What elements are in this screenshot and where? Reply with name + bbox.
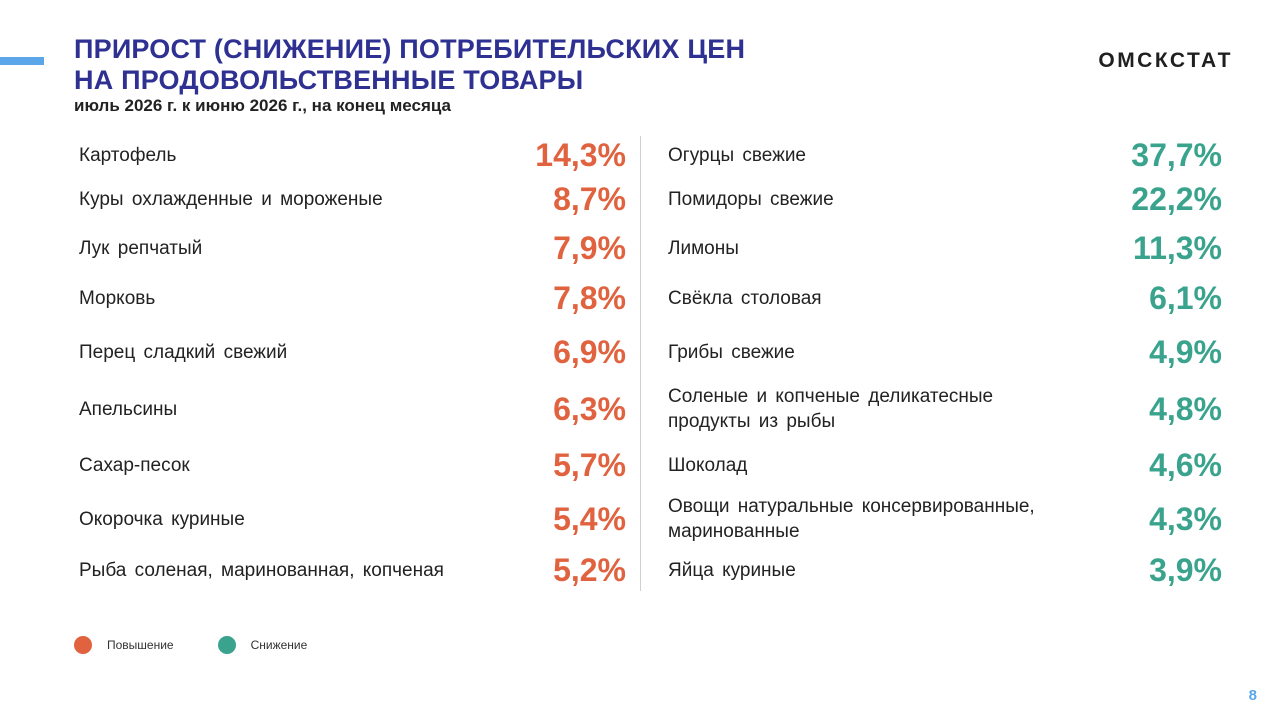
increase-row: Апельсины 6,3% — [79, 384, 626, 434]
price-change-value: 37,7% — [1131, 136, 1222, 173]
price-change-value: 5,2% — [553, 551, 626, 588]
product-label: Яйца куриные — [668, 559, 796, 581]
product-label: Огурцы свежие — [668, 144, 807, 166]
legend-item-decrease: Снижение — [217, 636, 308, 654]
legend-label-decrease: Снижение — [250, 638, 308, 652]
page-title: ПРИРОСТ (СНИЖЕНИЕ) ПОТРЕБИТЕЛЬСКИХ ЦЕН Н… — [74, 34, 745, 96]
product-label: Свёкла столовая — [668, 287, 822, 309]
increase-row: Картофель 14,3% — [79, 130, 626, 180]
subtitle: июль 2026 г. к июню 2026 г., на конец ме… — [74, 96, 451, 115]
product-label: Лук репчатый — [79, 237, 203, 259]
increase-row: Морковь 7,8% — [79, 273, 626, 323]
price-change-value: 5,7% — [553, 446, 626, 483]
title-line-1: ПРИРОСТ (СНИЖЕНИЕ) ПОТРЕБИТЕЛЬСКИХ ЦЕН — [74, 34, 746, 64]
increase-row: Сахар-песок 5,7% — [79, 440, 626, 490]
price-change-value: 22,2% — [1131, 180, 1222, 217]
increase-row: Окорочка куриные 5,4% — [79, 494, 626, 544]
increase-row: Куры охлажденные и мороженые 8,7% — [79, 174, 626, 224]
decrease-row: Грибы свежие 4,9% — [668, 327, 1222, 377]
product-label: Грибы свежие — [668, 341, 795, 363]
decrease-row: Помидоры свежие 22,2% — [668, 174, 1222, 224]
product-label: Шоколад — [668, 454, 748, 476]
increase-row: Перец сладкий свежий 6,9% — [79, 327, 626, 377]
product-label: Помидоры свежие — [668, 188, 834, 210]
decrease-row: Яйца куриные 3,9% — [668, 545, 1222, 595]
page-number: 8 — [1248, 687, 1257, 704]
price-change-value: 7,9% — [553, 229, 626, 266]
price-change-value: 4,8% — [1149, 390, 1222, 427]
column-divider — [640, 136, 641, 591]
price-change-value: 4,6% — [1149, 446, 1222, 483]
decrease-row: Свёкла столовая 6,1% — [668, 273, 1222, 323]
price-change-value: 7,8% — [553, 279, 626, 316]
decrease-row: Шоколад 4,6% — [668, 440, 1222, 490]
accent-bar — [0, 57, 44, 65]
product-label: Овощи натуральные консервированные, мари… — [668, 496, 1035, 542]
legend-label-increase: Повышение — [107, 638, 174, 652]
product-label: Перец сладкий свежий — [79, 341, 288, 363]
price-change-value: 5,4% — [553, 500, 626, 537]
price-change-value: 11,3% — [1133, 229, 1222, 266]
product-label: Рыба соленая, маринованная, копченая — [79, 559, 444, 581]
legend-item-increase: Повышение — [74, 636, 174, 654]
product-label: Куры охлажденные и мороженые — [79, 188, 383, 210]
product-label: Соленые и копченые деликатесные продукты… — [668, 386, 994, 432]
increase-column: Картофель 14,3% Куры охлажденные и морожен… — [79, 131, 626, 593]
legend-dot-decrease — [217, 636, 236, 654]
decrease-row: Овощи натуральные консервированные, мари… — [668, 494, 1222, 544]
price-change-value: 6,3% — [553, 390, 626, 427]
legend: Повышение Снижение — [74, 636, 351, 654]
price-change-value: 6,1% — [1149, 279, 1222, 316]
product-label: Окорочка куриные — [79, 508, 245, 530]
price-change-value: 4,3% — [1149, 500, 1222, 537]
decrease-row: Огурцы свежие 37,7% — [668, 130, 1222, 180]
price-change-value: 8,7% — [553, 180, 626, 217]
price-change-value: 4,9% — [1149, 333, 1222, 370]
product-label: Лимоны — [668, 237, 739, 259]
increase-row: Рыба соленая, маринованная, копченая 5,2% — [79, 545, 626, 595]
title-line-2: НА ПРОДОВОЛЬСТВЕННЫЕ ТОВАРЫ — [74, 65, 584, 95]
price-change-value: 3,9% — [1149, 551, 1222, 588]
decrease-column: Огурцы свежие 37,7% Помидоры свежие 22,2% Ли… — [668, 131, 1222, 593]
price-change-value: 6,9% — [553, 333, 626, 370]
legend-dot-increase — [74, 636, 92, 654]
product-label: Картофель — [79, 144, 177, 166]
decrease-row: Лимоны 11,3% — [668, 223, 1222, 273]
increase-row: Лук репчатый 7,9% — [79, 223, 626, 273]
decrease-row: Соленые и копченые деликатесные продукты… — [668, 384, 1222, 434]
product-label: Апельсины — [79, 398, 178, 420]
brand-logo: ОМСКСТАТ — [1098, 49, 1233, 72]
product-label: Морковь — [79, 287, 156, 309]
price-change-value: 14,3% — [535, 136, 626, 173]
product-label: Сахар-песок — [79, 454, 190, 476]
